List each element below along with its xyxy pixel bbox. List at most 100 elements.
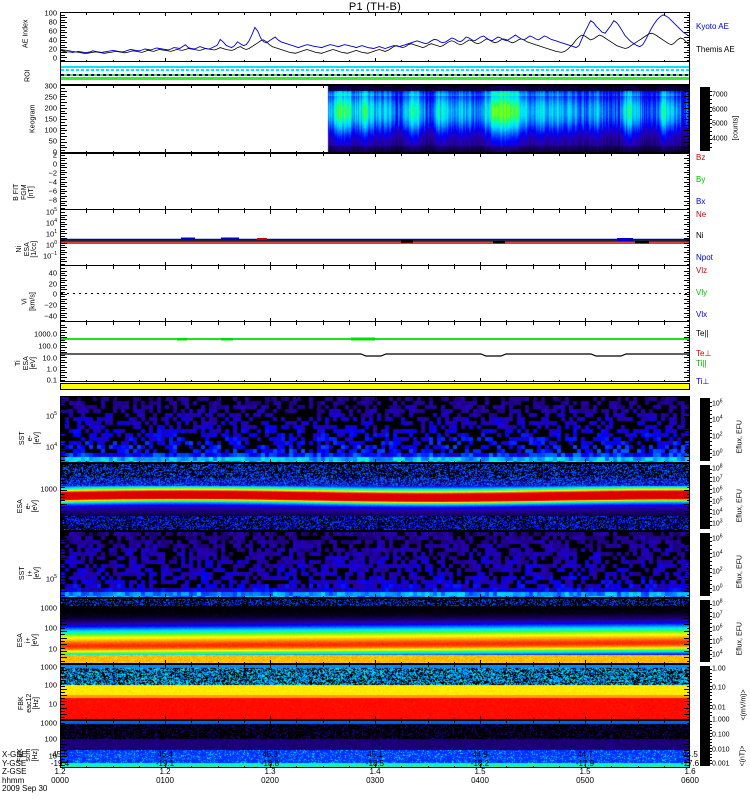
axis-tick [480, 266, 481, 270]
axis-tick [558, 12, 560, 15]
axis-tick [506, 598, 508, 601]
axis-tick [296, 12, 298, 15]
axis-tick [427, 379, 429, 382]
axis-tick [61, 121, 65, 123]
axis-tick [585, 720, 586, 724]
axis-tick [480, 378, 481, 382]
axis-tick [506, 59, 508, 62]
panel-roi [60, 62, 690, 85]
axis-tick [686, 54, 690, 56]
axis-tick [61, 27, 67, 28]
axis-tick [61, 157, 67, 159]
axis-tick [686, 439, 690, 441]
axis-tick [138, 717, 140, 720]
axis-tick [61, 701, 67, 703]
fbkb-cb-1: 1.000 [712, 716, 730, 724]
colorbar-tick [710, 433, 712, 435]
sste-cb-1e0: 100 [712, 448, 723, 458]
axis-tick [138, 266, 140, 269]
axis-tick [191, 322, 193, 325]
esae-ytick-1000: 1000 [40, 484, 57, 494]
axis-tick [61, 354, 65, 356]
axis-tick [61, 744, 67, 745]
axis-tick [61, 329, 65, 331]
axis-tick [61, 214, 67, 216]
axis-tick [138, 528, 140, 531]
axis-tick [684, 456, 690, 458]
axis-tick [322, 664, 324, 667]
axis-tick [296, 720, 298, 723]
colorbar-tick [710, 705, 712, 706]
axis-tick [348, 765, 350, 768]
axis-tick [684, 732, 690, 733]
axis-tick [684, 238, 690, 239]
axis-tick [686, 710, 690, 712]
colorbar-tick [710, 127, 712, 128]
fbke-cb-01: 0.10 [712, 684, 726, 692]
axis-tick [401, 528, 403, 531]
axis-tick [684, 357, 690, 358]
axis-tick [637, 396, 639, 399]
axis-tick [217, 85, 219, 88]
axis-tick [61, 452, 65, 454]
axis-tick [684, 342, 690, 343]
keogram-colorbar [700, 87, 710, 151]
axis-tick [243, 85, 245, 88]
axis-tick [401, 263, 403, 266]
colorbar-tick [710, 517, 712, 518]
axis-tick [112, 379, 114, 382]
axis-tick [375, 527, 376, 531]
axis-tick [684, 294, 690, 295]
sst-electron-image [61, 397, 689, 462]
sst-ion-colorbar [700, 533, 710, 596]
axis-tick [61, 409, 67, 411]
colorbar-tick [710, 509, 712, 510]
axis-tick [558, 153, 560, 156]
axis-tick [684, 308, 690, 309]
axis-tick [401, 595, 403, 598]
axis-tick [296, 322, 298, 325]
axis-tick [506, 460, 508, 463]
axis-tick [401, 59, 403, 62]
axis-tick [684, 214, 690, 216]
axis-tick [453, 59, 455, 62]
axis-tick [61, 119, 67, 120]
axis-tick [684, 289, 690, 291]
axis-tick [243, 598, 245, 601]
axis-tick [61, 422, 67, 424]
axis-tick [427, 717, 429, 720]
axis-tick [61, 169, 65, 171]
esa-ion-axis-label: ESA i+ [eV] [16, 633, 39, 648]
axis-tick [686, 561, 690, 563]
colorbar-tick [710, 429, 712, 431]
axis-tick [686, 399, 690, 401]
bfit-ytick-m4: −4 [48, 177, 57, 187]
axis-tick [191, 153, 193, 156]
axis-tick [61, 412, 65, 414]
axis-tick [427, 661, 429, 664]
axis-tick [401, 463, 403, 466]
axis-tick [61, 231, 65, 232]
axis-tick [61, 587, 65, 589]
axis-tick [322, 319, 324, 322]
axis-tick [506, 661, 508, 664]
axis-tick [611, 85, 613, 88]
axis-tick [375, 598, 376, 602]
axis-tick [375, 318, 376, 322]
keo-ytick-300: 300 [44, 81, 57, 91]
axis-tick [686, 315, 690, 316]
keo-ytick-150: 150 [44, 114, 57, 124]
bottom-axis-value-hhmm: 0400 [471, 775, 489, 785]
axis-tick [480, 12, 481, 16]
axis-tick [61, 604, 67, 606]
axis-tick [375, 664, 376, 668]
axis-tick [61, 446, 65, 448]
axis-tick [61, 507, 65, 509]
axis-tick [637, 379, 639, 382]
axis-tick [217, 664, 219, 667]
axis-tick [663, 59, 665, 62]
axis-tick [686, 466, 690, 468]
axis-tick [684, 347, 690, 348]
axis-tick [663, 598, 665, 601]
